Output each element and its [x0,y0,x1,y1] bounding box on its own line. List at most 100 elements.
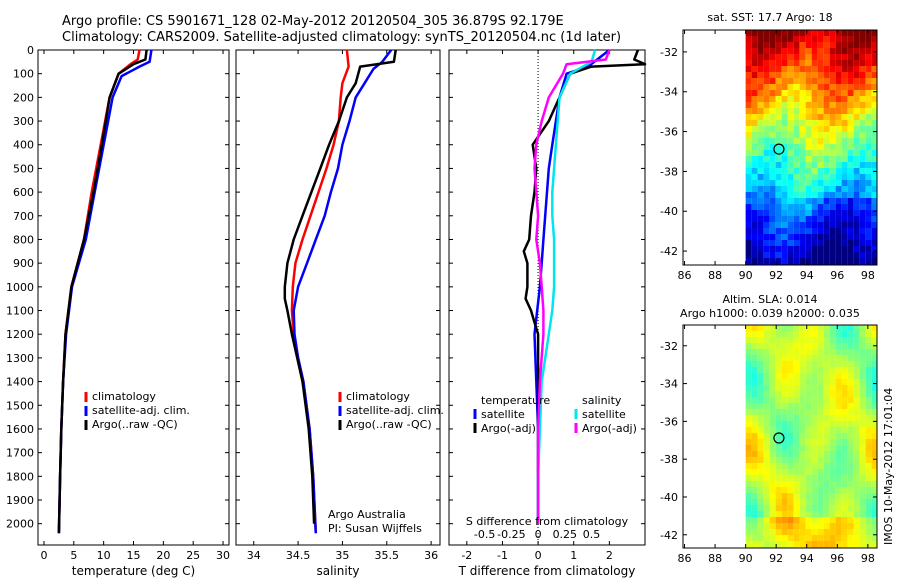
heatmap-cell [751,325,758,331]
heatmap-cell [823,102,830,108]
heatmap-cell [829,391,836,397]
heatmap-cell [847,174,854,180]
heatmap-cell [859,337,866,343]
heatmap-cell [769,331,776,337]
heatmap-cell [763,108,770,114]
heatmap-cell [769,168,776,174]
heatmap-cell [859,469,866,475]
heatmap-cell [871,192,877,198]
heatmap-cell [769,493,776,499]
heatmap-cell [793,246,800,252]
heatmap-cell [871,361,877,367]
heatmap-cell [799,186,806,192]
heatmap-cell [865,331,872,337]
heatmap-cell [853,409,860,415]
heatmap-cell [745,126,752,132]
heatmap-cell [871,186,877,192]
heatmap-cell [799,421,806,427]
heatmap-cell [751,108,758,114]
heatmap-cell [745,529,752,535]
heatmap-cell [817,343,824,349]
heatmap-cell [871,349,877,355]
heatmap-cell [757,439,764,445]
heatmap-cell [859,487,866,493]
heatmap-cell [817,499,824,505]
heatmap-cell [829,138,836,144]
heatmap-cell [841,517,848,523]
heatmap-cell [793,102,800,108]
heatmap-cell [763,439,770,445]
heatmap-cell [793,487,800,493]
heatmap-cell [769,343,776,349]
heatmap-cell [865,186,872,192]
heatmap-cell [817,427,824,433]
heatmap-cell [835,60,842,66]
heatmap-cell [775,144,782,150]
heatmap-cell [763,204,770,210]
heatmap-cell [781,535,788,541]
heatmap-cell [841,180,848,186]
heatmap-cell [817,385,824,391]
heatmap-cell [847,421,854,427]
legend-label-diff-3: Argo(-adj) [582,422,637,435]
heatmap-cell [757,96,764,102]
heatmap-cell [799,252,806,258]
heatmap-cell [865,541,872,547]
heatmap-cell [817,379,824,385]
heatmap-cell [835,210,842,216]
heatmap-cell [757,475,764,481]
legend-label-temp-1: satellite-adj. clim. [92,404,190,417]
heatmap-cell [799,228,806,234]
heatmap-cell [781,246,788,252]
heatmap-cell [799,325,806,331]
heatmap-cell [745,204,752,210]
heatmap-cell [751,138,758,144]
heatmap-cell [757,174,764,180]
heatmap-cell [823,415,830,421]
heatmap-cell [799,463,806,469]
heatmap-cell [787,379,794,385]
heatmap-cell [763,246,770,252]
heatmap-cell [751,234,758,240]
heatmap-cell [823,198,830,204]
heatmap-cell [781,379,788,385]
heatmap-cell [787,36,794,42]
heatmap-cell [835,499,842,505]
x-tick-label-T: 1 [570,549,577,562]
heatmap-cell [793,162,800,168]
heatmap-cell [757,84,764,90]
heatmap-cell [775,349,782,355]
heatmap-cell [805,60,812,66]
heatmap-cell [781,144,788,150]
heatmap-cell [775,529,782,535]
heatmap-cell [745,72,752,78]
heatmap-cell [865,30,872,36]
heatmap-cell [871,144,877,150]
heatmap-cell [787,60,794,66]
heatmap-cell [793,475,800,481]
heatmap-cell [769,451,776,457]
heatmap-cell [841,397,848,403]
heatmap-cell [793,391,800,397]
heatmap-cell [757,331,764,337]
heatmap-cell [811,222,818,228]
heatmap-cell [871,174,877,180]
heatmap-cell [853,517,860,523]
heatmap-cell [751,439,758,445]
heatmap-cell [757,138,764,144]
heatmap-cell [751,493,758,499]
heatmap-cell [871,457,877,463]
heatmap-cell [817,180,824,186]
heatmap-cell [745,331,752,337]
heatmap-cell [769,210,776,216]
map-y-tick-label: -32 [660,340,678,353]
x-axis-label-temperature: temperature (deg C) [72,564,195,578]
heatmap-cell [745,180,752,186]
heatmap-cell [871,505,877,511]
heatmap-cell [787,126,794,132]
heatmap-cell [763,192,770,198]
heatmap-cell [847,36,854,42]
heatmap-cell [865,373,872,379]
heatmap-cell [823,252,830,258]
heatmap-cell [835,415,842,421]
